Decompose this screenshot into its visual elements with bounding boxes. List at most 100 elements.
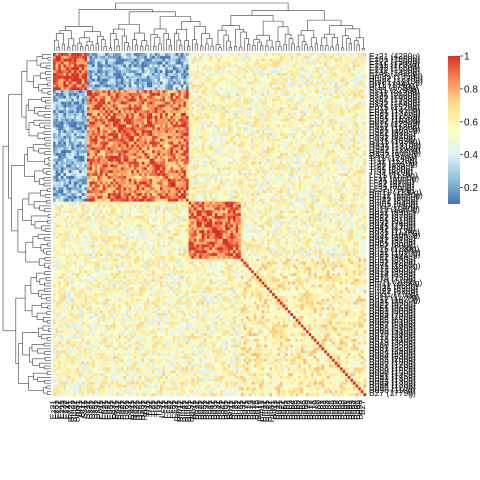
heatmap-cell	[157, 153, 161, 157]
heatmap-cell	[188, 73, 192, 77]
heatmap-cell	[277, 61, 281, 65]
heatmap-cell	[149, 121, 153, 125]
heatmap-cell	[225, 75, 229, 80]
heatmap-cell	[144, 167, 148, 171]
heatmap-cell	[139, 93, 142, 97]
heatmap-cell	[112, 104, 116, 108]
heatmap-cell	[196, 70, 200, 74]
heatmap-cell	[79, 135, 82, 140]
heatmap-cell	[94, 161, 98, 165]
heatmap-cell	[209, 104, 213, 108]
heatmap-cell	[183, 150, 187, 154]
heatmap-cell	[81, 144, 85, 148]
heatmap-cell	[154, 70, 158, 74]
heatmap-cell	[355, 58, 359, 62]
heatmap-cell	[324, 67, 328, 71]
heatmap-cell	[243, 81, 247, 85]
heatmap-cell	[186, 95, 189, 100]
heatmap-cell	[110, 55, 114, 60]
heatmap-cell	[175, 144, 179, 148]
heatmap-cell	[345, 167, 349, 171]
heatmap-cell	[279, 84, 283, 88]
heatmap-cell	[212, 110, 216, 114]
heatmap-cell	[308, 150, 312, 154]
heatmap-cell	[107, 170, 111, 174]
heatmap-cell	[266, 118, 270, 122]
heatmap-cell	[73, 67, 77, 71]
heatmap-cell	[279, 133, 283, 137]
heatmap-cell	[243, 141, 247, 145]
heatmap-cell	[240, 115, 244, 120]
heatmap-cell	[222, 141, 226, 145]
heatmap-cell	[133, 124, 137, 128]
heatmap-cell	[204, 144, 208, 148]
heatmap-cell	[170, 110, 174, 114]
heatmap-cell	[334, 73, 338, 77]
heatmap-cell	[141, 147, 145, 151]
heatmap-cell	[352, 161, 356, 165]
heatmap-cell	[73, 115, 77, 120]
heatmap-cell	[350, 81, 354, 85]
heatmap-cell	[219, 110, 223, 114]
heatmap-cell	[321, 95, 325, 100]
heatmap-cell	[292, 110, 296, 114]
heatmap-cell	[141, 84, 145, 88]
heatmap-cell	[274, 78, 278, 82]
heatmap-cell	[149, 93, 153, 97]
heatmap-cell	[128, 64, 132, 68]
heatmap-cell	[86, 84, 90, 88]
heatmap-cell	[60, 138, 64, 142]
heatmap-cell	[170, 147, 174, 151]
heatmap-cell	[60, 81, 64, 85]
heatmap-cell	[178, 150, 182, 154]
heatmap-cell	[329, 95, 333, 100]
heatmap-cell	[175, 130, 179, 134]
heatmap-cell	[152, 138, 156, 142]
heatmap-cell	[261, 167, 265, 171]
heatmap-cell	[53, 164, 56, 168]
heatmap-cell	[157, 130, 161, 134]
heatmap-cell	[277, 81, 281, 85]
heatmap-cell	[94, 153, 98, 157]
heatmap-cell	[141, 138, 145, 142]
heatmap-cell	[363, 164, 367, 168]
heatmap-cell	[235, 104, 239, 108]
heatmap-cell	[355, 167, 359, 171]
heatmap-cell	[60, 70, 64, 74]
heatmap-cell	[128, 130, 132, 134]
heatmap-cell	[105, 53, 109, 57]
heatmap-cell	[256, 101, 260, 105]
heatmap-cell	[159, 127, 163, 131]
heatmap-cell	[225, 67, 229, 71]
heatmap-cell	[251, 147, 255, 151]
heatmap-cell	[133, 104, 137, 108]
heatmap-cell	[94, 70, 98, 74]
heatmap-cell	[279, 90, 283, 94]
heatmap-cell	[133, 135, 137, 140]
heatmap-cell	[319, 164, 322, 168]
heatmap-cell	[167, 98, 171, 102]
heatmap-cell	[222, 107, 226, 111]
heatmap-cell	[86, 124, 90, 128]
heatmap-cell	[115, 78, 119, 82]
heatmap-cell	[139, 84, 142, 88]
heatmap-cell	[204, 133, 208, 137]
heatmap-cell	[154, 90, 158, 94]
heatmap-cell	[152, 130, 156, 134]
heatmap-cell	[332, 147, 335, 151]
heatmap-cell	[159, 121, 163, 125]
heatmap-cell	[123, 87, 127, 91]
heatmap-cell	[227, 167, 231, 171]
heatmap-cell	[191, 155, 195, 160]
heatmap-cell	[68, 158, 72, 162]
heatmap-cell	[352, 81, 356, 85]
heatmap-cell	[319, 64, 322, 68]
heatmap-cell	[212, 164, 216, 168]
heatmap-cell	[204, 150, 208, 154]
heatmap-cell	[266, 124, 270, 128]
heatmap-cell	[144, 155, 148, 160]
heatmap-cell	[238, 150, 242, 154]
heatmap-cell	[358, 90, 362, 94]
heatmap-cell	[316, 158, 320, 162]
heatmap-cell	[191, 75, 195, 80]
